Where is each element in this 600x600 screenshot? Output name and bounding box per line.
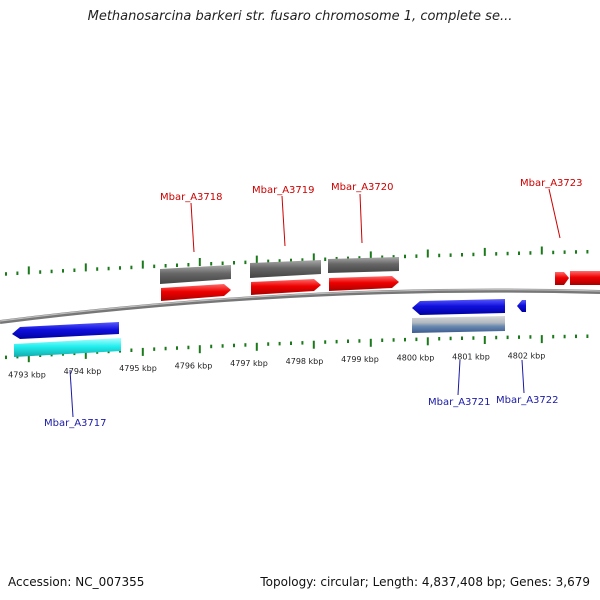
gene-label: Mbar_A3723	[520, 178, 583, 189]
gene-mbar-a3720[interactable]: Mbar_A3720	[328, 182, 399, 291]
label-leader	[69, 369, 74, 418]
gene-label: Mbar_A3717	[44, 418, 107, 429]
kbp-label: 4798 kbp	[286, 357, 324, 366]
label-leader	[521, 359, 525, 394]
gene-mbar-a3722[interactable]: Mbar_A3722	[496, 300, 559, 406]
cds-arrow[interactable]	[161, 284, 231, 301]
gene-label: Mbar_A3719	[252, 185, 315, 196]
gene-mbar-a3717[interactable]: Mbar_A3717	[12, 322, 121, 429]
tick-row-top	[5, 246, 589, 276]
kbp-label: 4794 kbp	[64, 367, 102, 376]
label-leader	[548, 188, 561, 239]
gene-mbar-a3723[interactable]: Mbar_A3723	[520, 178, 600, 285]
chromosome-backbone-highlight	[0, 289, 600, 322]
label-leader	[457, 359, 461, 396]
kbp-label: 4795 kbp	[119, 364, 157, 373]
gene-label: Mbar_A3720	[331, 182, 394, 193]
kbp-label: 4797 kbp	[230, 359, 268, 368]
kbp-label: 4801 kbp	[452, 352, 490, 361]
gene-bar[interactable]	[250, 260, 321, 278]
kbp-tick-labels: 4793 kbp 4794 kbp 4795 kbp 4796 kbp 4797 kbp…	[8, 351, 545, 379]
gene-bar[interactable]	[14, 338, 121, 357]
label-leader	[359, 193, 363, 244]
chromosome-backbone	[0, 288, 600, 324]
kbp-label: 4802 kbp	[508, 351, 546, 360]
map-title: Methanosarcina barkeri str. fusaro chrom…	[87, 9, 513, 24]
cds-arrow[interactable]	[555, 272, 569, 285]
label-leader	[281, 195, 286, 247]
gene-mbar-a3719[interactable]: Mbar_A3719	[250, 185, 321, 295]
cds-arrow[interactable]	[12, 322, 119, 339]
kbp-label: 4796 kbp	[175, 362, 213, 371]
gene-bar[interactable]	[412, 316, 505, 333]
gene-bar[interactable]	[328, 257, 399, 273]
cds-arrow[interactable]	[251, 279, 321, 295]
kbp-label: 4799 kbp	[341, 355, 379, 364]
accession-text: Accession: NC_007355	[8, 575, 145, 589]
label-leader	[190, 202, 195, 253]
gene-mbar-a3721[interactable]: Mbar_A3721	[412, 299, 505, 408]
cds-arrow[interactable]	[412, 299, 505, 315]
gene-label: Mbar_A3721	[428, 397, 491, 408]
gene-bar[interactable]	[160, 265, 231, 284]
topology-summary: Topology: circular; Length: 4,837,408 bp…	[260, 575, 590, 589]
cds-arrow-continued[interactable]	[570, 271, 600, 285]
gene-label: Mbar_A3718	[160, 192, 223, 203]
gene-mbar-a3718[interactable]: Mbar_A3718	[160, 192, 231, 301]
cds-arrow[interactable]	[329, 276, 399, 291]
kbp-label: 4800 kbp	[397, 354, 435, 363]
kbp-label: 4793 kbp	[8, 370, 46, 379]
gene-label: Mbar_A3722	[496, 395, 559, 406]
cds-arrow[interactable]	[517, 300, 526, 312]
